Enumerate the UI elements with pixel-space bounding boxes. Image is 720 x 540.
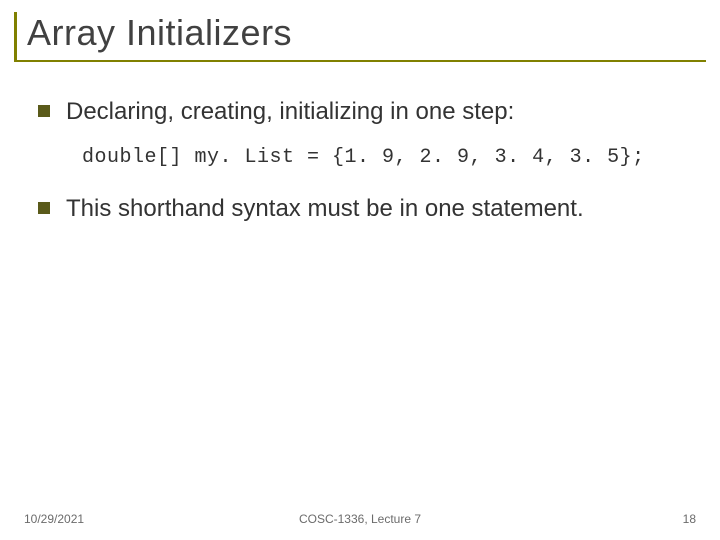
footer-course: COSC-1336, Lecture 7	[299, 512, 421, 526]
footer-date: 10/29/2021	[24, 512, 84, 526]
footer-page-number: 18	[683, 512, 696, 526]
slide-container: Array Initializers Declaring, creating, …	[0, 0, 720, 540]
bullet-text: Declaring, creating, initializing in one…	[66, 96, 514, 128]
square-bullet-icon	[38, 105, 50, 117]
code-line: double[] my. List = {1. 9, 2. 9, 3. 4, 3…	[82, 146, 706, 169]
bullet-text: This shorthand syntax must be in one sta…	[66, 193, 584, 225]
square-bullet-icon	[38, 202, 50, 214]
bullet-item: Declaring, creating, initializing in one…	[38, 96, 706, 128]
content-area: Declaring, creating, initializing in one…	[14, 96, 706, 226]
bullet-item: This shorthand syntax must be in one sta…	[38, 193, 706, 225]
slide-title: Array Initializers	[27, 12, 706, 54]
title-rule: Array Initializers	[14, 12, 706, 62]
slide-footer: 10/29/2021 COSC-1336, Lecture 7 18	[0, 512, 720, 526]
